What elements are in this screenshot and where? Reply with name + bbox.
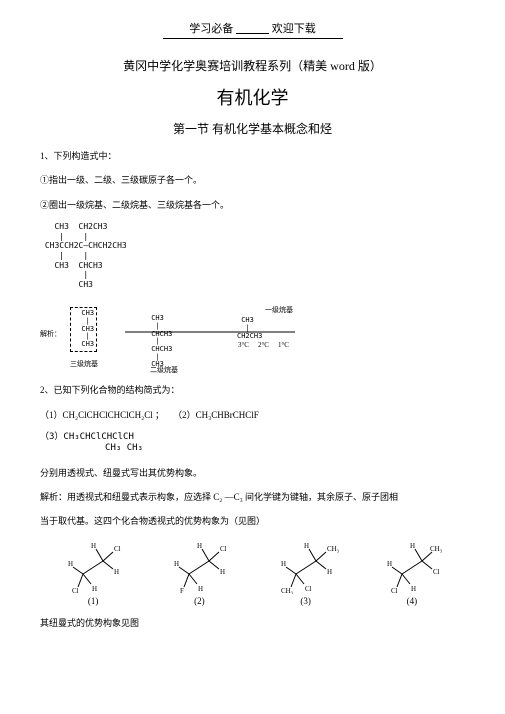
svg-text:H: H [411,585,416,593]
svg-text:H: H [327,568,332,576]
svg-text:H: H [114,568,119,576]
q1-stem: 1、下列构造式中： [40,149,465,163]
q2-f1: （1）CH₂ClCHClCHClCH₂Cl ； [40,410,164,420]
q2-cont: 当于取代基。这四个化合物透视式的优势构象为（见图） [40,514,465,528]
svg-text:H: H [92,585,97,593]
section-title: 第一节 有机化学基本概念和烃 [40,120,465,137]
fig1-cap: (1) [58,596,128,606]
q2-f3: （3）CH₃CHClCHClCH CH₃ CH₃ [40,432,465,454]
svg-text:Cl: Cl [114,545,121,553]
analysis-diagram: 解析： CH3 | CH3 | CH3 三级烷基 CH3 | CHCH3 | C… [40,301,465,371]
q1-sub2: ②圈出一级烷基、二级烷基、三级烷基各一个。 [40,198,465,212]
box-2: CH3 | CHCH3 | CHCH3 | CH3 [145,313,174,371]
svg-text:CH₃: CH₃ [430,545,443,553]
main-title: 有机化学 [40,84,465,110]
svg-text:H: H [220,568,225,576]
svg-text:Cl: Cl [220,545,227,553]
box-1: CH3 | CH3 | CH3 [70,307,97,351]
fig4-cap: (4) [377,596,447,606]
solve-label: 解析： [40,329,61,339]
bond-line [125,329,295,335]
fig-3: H CH₃ Cl H CH₃ H (3) [271,539,341,606]
fig3-cap: (3) [271,596,341,606]
page-header: 学习必备 ______ 欢迎下载 [163,20,343,39]
svg-text:H: H [68,560,73,568]
svg-text:H: H [304,542,309,550]
svg-text:Cl: Cl [391,587,398,594]
header-mid: ______ [236,23,269,35]
sawhorse-1: H Cl H H Cl H [58,539,128,594]
structure-formula-1: CH3 CH2CH3 | | CH3CCH2C—CHCH2CH3 | | CH3… [40,222,465,289]
q2-footer: 其纽曼式的优势构象见图 [40,616,465,630]
sawhorse-2: H F H H Cl H [164,539,234,594]
svg-text:H: H [198,585,203,593]
svg-text:Cl: Cl [433,568,440,576]
c2-label: 2°C [258,341,269,349]
q2-f2: （2）CH₃CHBrCHClF [173,410,259,420]
sawhorse-figures: H Cl H H Cl H (1) H F H H Cl H (2) [40,539,465,606]
label-l1: 一级烷基 [265,305,293,315]
sawhorse-3: H CH₃ Cl H CH₃ H [271,539,341,594]
label-l2: 二级烷基 [150,365,178,375]
svg-text:CH₃: CH₃ [281,587,294,594]
label-l3: 三级烷基 [70,359,98,369]
series-title: 黄冈中学化学奥赛培训教程系列（精美 word 版） [40,57,465,74]
svg-text:H: H [387,560,392,568]
header-right: 欢迎下载 [272,23,316,35]
svg-text:Cl: Cl [72,587,79,594]
header-left: 学习必备 [189,23,233,35]
svg-text:F: F [180,587,184,594]
fig-1: H Cl H H Cl H (1) [58,539,128,606]
c3-label: 3°C [238,341,249,349]
svg-text:H: H [174,560,179,568]
fig-2: H F H H Cl H (2) [164,539,234,606]
sawhorse-4: H Cl H H CH₃ Cl [377,539,447,594]
q2-stem: 2、已知下列化合物的结构简式为： [40,383,465,397]
svg-text:Cl: Cl [305,585,312,593]
svg-text:CH₃: CH₃ [327,545,340,553]
q2-task: 分别用透视式、纽曼式写出其优势构象。 [40,466,465,480]
svg-text:H: H [410,542,415,550]
q2-formulas-row1: （1）CH₂ClCHClCHClCH₂Cl ； （2）CH₃CHBrCHClF [40,408,465,422]
c1-label: 1°C [278,341,289,349]
fig-4: H Cl H H CH₃ Cl (4) [377,539,447,606]
fig2-cap: (2) [164,596,234,606]
q2-analysis: 解析：用透视式和纽曼式表示构象，应选择 C₂ —C₃ 间化学键为键轴，其余原子、… [40,490,465,504]
q1-sub1: ①指出一级、二级、三级碳原子各一个。 [40,173,465,187]
svg-text:H: H [281,560,286,568]
svg-text:H: H [91,542,96,550]
svg-text:H: H [197,542,202,550]
